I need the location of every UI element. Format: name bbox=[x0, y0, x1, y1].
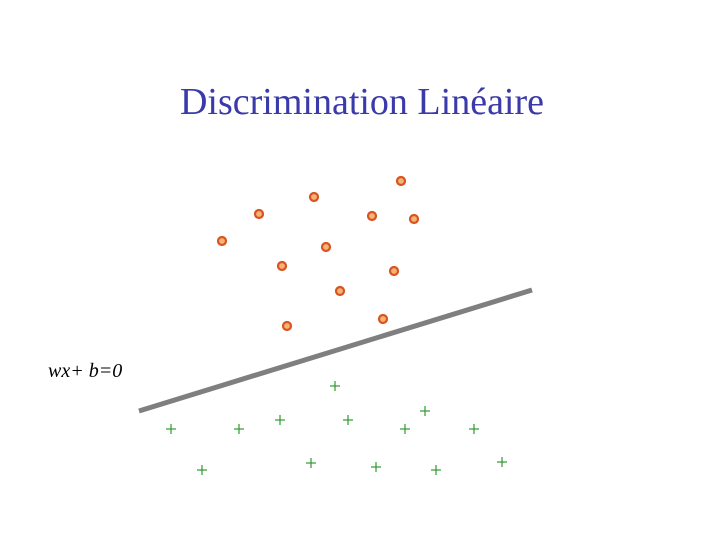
plus-point bbox=[234, 424, 244, 434]
class-a-points bbox=[216, 175, 420, 332]
point bbox=[320, 241, 332, 253]
point bbox=[334, 285, 346, 297]
plus-point bbox=[166, 424, 176, 434]
plus-point bbox=[275, 415, 285, 425]
point bbox=[281, 320, 293, 332]
title: Discrimination Linéaire bbox=[180, 81, 544, 123]
point bbox=[366, 210, 378, 222]
point bbox=[276, 260, 288, 272]
point bbox=[395, 175, 407, 187]
plus-point bbox=[420, 406, 430, 416]
point bbox=[377, 313, 389, 325]
point bbox=[308, 191, 320, 203]
plus-point bbox=[497, 457, 507, 467]
point bbox=[253, 208, 265, 220]
point bbox=[408, 213, 420, 225]
separating-line bbox=[138, 287, 533, 414]
plus-point bbox=[343, 415, 353, 425]
plus-point bbox=[306, 458, 316, 468]
point bbox=[388, 265, 400, 277]
plus-point bbox=[371, 462, 381, 472]
point bbox=[216, 235, 228, 247]
plus-point bbox=[197, 465, 207, 475]
line-label: wx+ b=0 bbox=[48, 360, 122, 382]
plus-point bbox=[330, 381, 340, 391]
class-b-points bbox=[166, 381, 507, 475]
plus-point bbox=[400, 424, 410, 434]
plus-point bbox=[431, 465, 441, 475]
plus-point bbox=[469, 424, 479, 434]
